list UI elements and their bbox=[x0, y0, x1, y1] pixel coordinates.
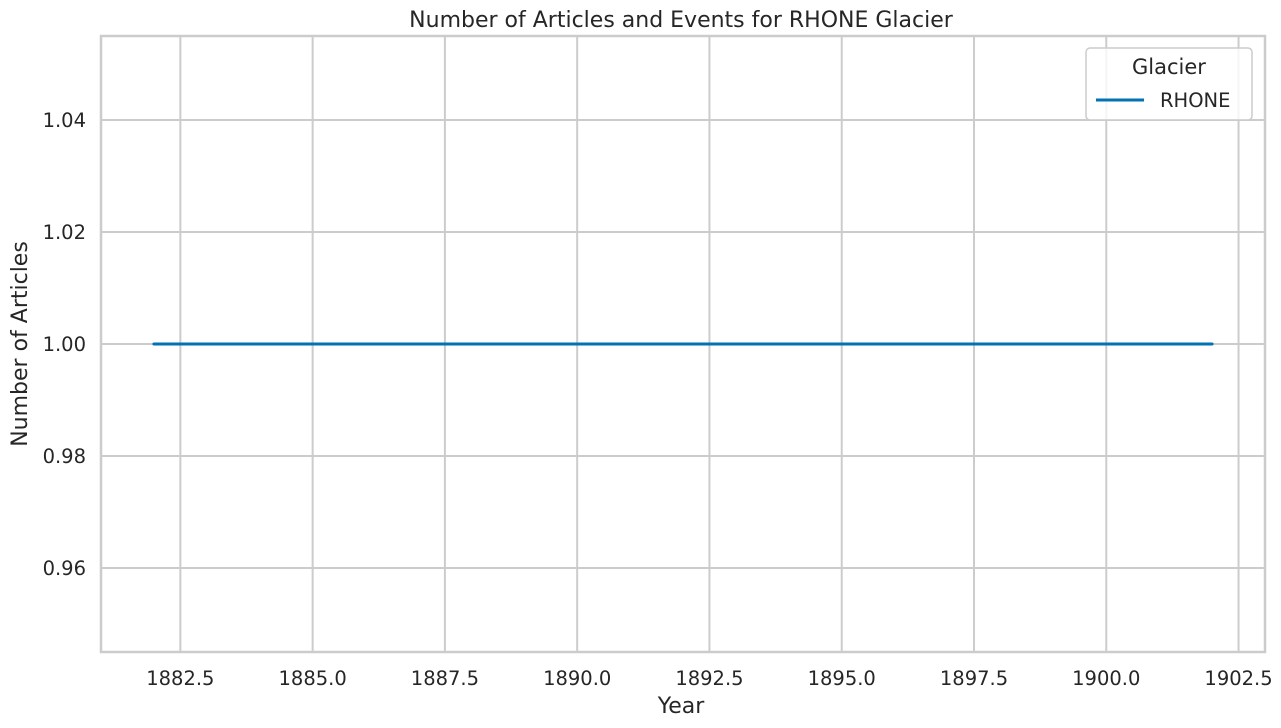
legend-label-rhone: RHONE bbox=[1160, 89, 1230, 112]
x-tick-label: 1892.5 bbox=[675, 667, 743, 690]
x-tick-label: 1897.5 bbox=[940, 667, 1008, 690]
legend-frame bbox=[1085, 47, 1253, 121]
x-tick-label: 1887.5 bbox=[411, 667, 479, 690]
x-ticks: 1882.5 1885.0 1887.5 1890.0 1892.5 1895.0 1897… bbox=[146, 667, 1272, 690]
legend: Glacier RHONE bbox=[1085, 47, 1253, 121]
legend-title: Glacier bbox=[1132, 55, 1206, 79]
y-tick-label: 0.96 bbox=[43, 557, 86, 580]
x-tick-label: 1885.0 bbox=[279, 667, 347, 690]
y-ticks: 0.96 0.98 1.00 1.02 1.04 bbox=[43, 109, 86, 580]
y-axis-label: Number of Articles bbox=[8, 241, 33, 447]
y-tick-label: 1.00 bbox=[43, 333, 86, 356]
x-tick-label: 1895.0 bbox=[808, 667, 876, 690]
chart-title: Number of Articles and Events for RHONE … bbox=[409, 8, 954, 33]
plot-frame bbox=[99, 34, 1267, 654]
y-tick-label: 0.98 bbox=[43, 445, 86, 468]
x-tick-label: 1882.5 bbox=[146, 667, 214, 690]
y-tick-label: 1.02 bbox=[43, 221, 86, 244]
x-tick-label: 1890.0 bbox=[543, 667, 611, 690]
x-tick-label: 1902.5 bbox=[1204, 667, 1272, 690]
x-axis-label: Year bbox=[657, 694, 706, 719]
x-tick-label: 1900.0 bbox=[1072, 667, 1140, 690]
y-tick-label: 1.04 bbox=[43, 109, 86, 132]
